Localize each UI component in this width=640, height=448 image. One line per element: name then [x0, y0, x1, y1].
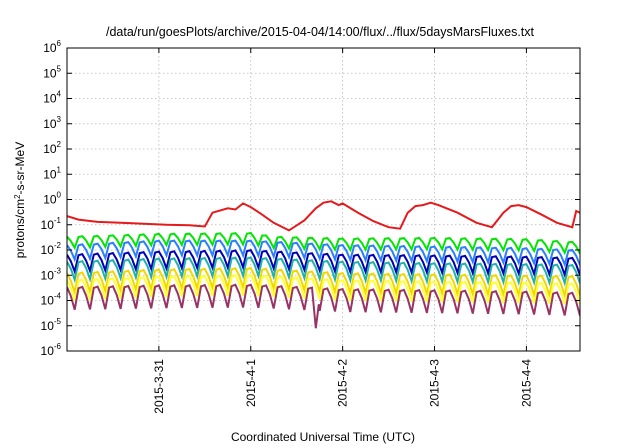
- series-line-7: [67, 273, 580, 305]
- plot-area: [67, 200, 580, 329]
- series-line-5: [67, 256, 580, 287]
- series-line-1: [67, 200, 580, 232]
- y-tick-label: 10-5: [41, 317, 62, 333]
- y-tick-label: 101: [43, 165, 61, 181]
- y-tick-label: 106: [43, 39, 61, 55]
- y-tick-label: 104: [43, 90, 61, 106]
- y-tick-label: 10-6: [41, 342, 62, 358]
- x-axis-label: Coordinated Universal Time (UTC): [231, 430, 415, 444]
- series-line-6: [67, 266, 580, 300]
- y-axis: 10-6 10-5 10-4 10-3 10-2 10-1 100 101 102 103 104 1…: [41, 39, 580, 358]
- x-tick-label: 2015-4-1: [244, 359, 258, 407]
- x-tick-label: 2015-4-2: [336, 359, 350, 407]
- y-tick-label: 10-2: [41, 241, 62, 257]
- series-line-8: [67, 283, 580, 329]
- y-tick-label: 100: [43, 191, 61, 207]
- x-tick-label: 2015-3-31: [152, 359, 166, 414]
- y-tick-label: 105: [43, 64, 61, 80]
- x-tick-label: 2015-4-4: [519, 359, 533, 407]
- chart-title: /data/run/goesPlots/archive/2015-04-04/1…: [106, 25, 535, 39]
- y-tick-label: 10-4: [41, 292, 62, 308]
- y-axis-label: protons/cm2-s-sr-MeV: [13, 142, 28, 258]
- y-tick-label: 103: [43, 115, 61, 131]
- x-tick-label: 2015-4-3: [428, 359, 442, 407]
- y-tick-label: 10-1: [41, 216, 62, 232]
- series-line-3: [67, 239, 580, 268]
- y-tick-label: 10-3: [41, 266, 62, 282]
- series-line-2: [67, 231, 580, 256]
- series-line-4: [67, 249, 580, 279]
- x-axis: 2015-3-31 2015-4-1 2015-4-2 2015-4-3 2015-4-…: [152, 48, 533, 414]
- y-tick-label: 102: [43, 140, 61, 156]
- grid: [67, 48, 580, 351]
